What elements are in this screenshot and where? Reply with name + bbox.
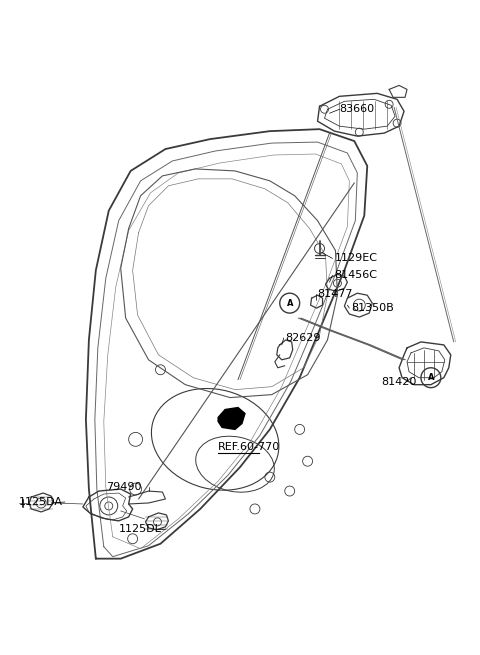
Text: 81477: 81477 [318, 290, 353, 299]
Text: 1125DL: 1125DL [119, 524, 162, 534]
Text: 81456C: 81456C [335, 271, 377, 280]
Text: 1125DA: 1125DA [19, 497, 63, 507]
Text: 81420: 81420 [381, 377, 417, 386]
Text: 1129EC: 1129EC [335, 253, 377, 263]
Text: REF.60-770: REF.60-770 [218, 442, 280, 453]
Text: 83660: 83660 [339, 104, 374, 114]
Polygon shape [218, 407, 245, 430]
Text: 82629: 82629 [286, 333, 321, 343]
Text: A: A [428, 373, 434, 383]
Text: 81350B: 81350B [351, 303, 394, 313]
Text: 79490: 79490 [106, 482, 141, 492]
Text: A: A [287, 299, 293, 308]
